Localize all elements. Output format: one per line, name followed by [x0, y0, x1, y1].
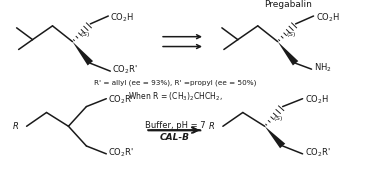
Text: $(S)$: $(S)$ — [273, 114, 283, 124]
Text: Buffer, pH = 7: Buffer, pH = 7 — [145, 121, 205, 130]
Polygon shape — [72, 42, 93, 65]
Text: NH$_2$: NH$_2$ — [314, 62, 331, 74]
Text: When R = (CH$_3$)$_2$CHCH$_2$,: When R = (CH$_3$)$_2$CHCH$_2$, — [128, 91, 222, 103]
Polygon shape — [265, 126, 285, 148]
Text: $(S)$: $(S)$ — [286, 30, 296, 39]
Text: CO$_2$R': CO$_2$R' — [112, 64, 138, 76]
Text: Pregabalin: Pregabalin — [264, 0, 311, 9]
Text: CO$_2$H: CO$_2$H — [305, 94, 329, 106]
Text: R: R — [13, 122, 18, 131]
Text: CAL-B: CAL-B — [160, 133, 190, 142]
Text: $(S)$: $(S)$ — [80, 30, 90, 39]
Text: CO$_2$R': CO$_2$R' — [305, 146, 330, 159]
Text: CO$_2$H: CO$_2$H — [110, 11, 134, 24]
Polygon shape — [278, 42, 298, 65]
Text: CO$_2$H: CO$_2$H — [316, 11, 340, 24]
Text: R: R — [209, 122, 215, 131]
Text: R' = allyl (ee = 93%), R' =propyl (ee = 50%): R' = allyl (ee = 93%), R' =propyl (ee = … — [94, 79, 256, 86]
Text: CO$_2$R': CO$_2$R' — [108, 94, 134, 106]
Text: CO$_2$R': CO$_2$R' — [108, 146, 134, 159]
